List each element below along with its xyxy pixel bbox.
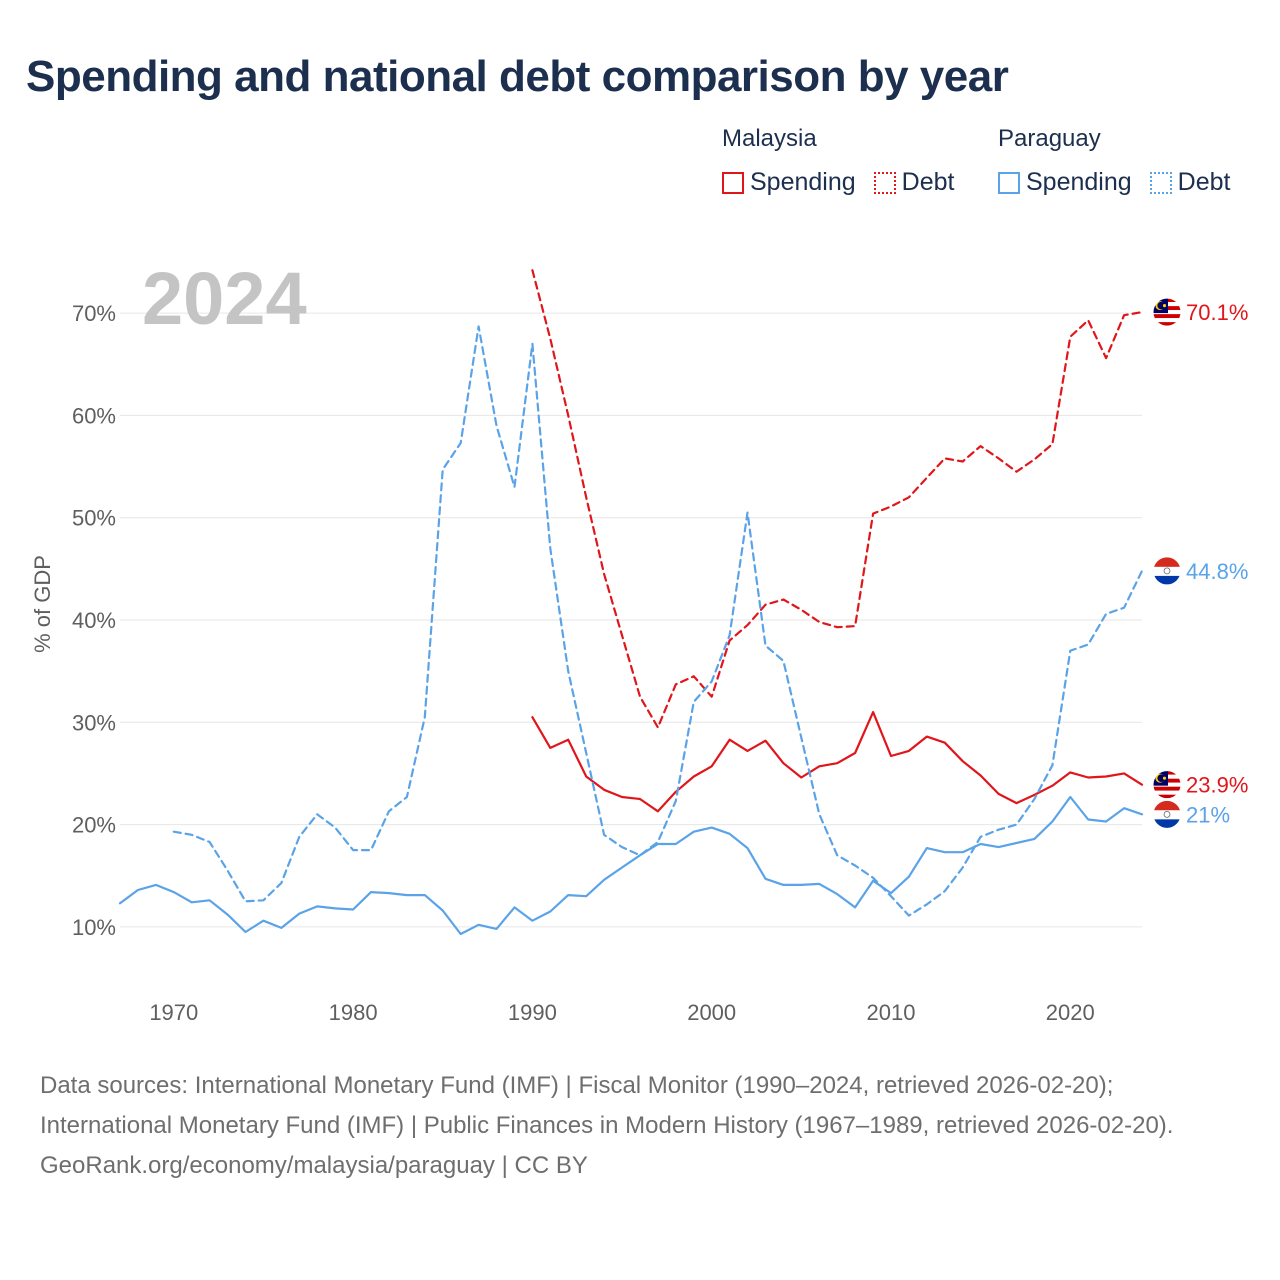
data-sources: Data sources: International Monetary Fun…	[40, 1072, 1174, 1139]
x-tick-label: 2000	[687, 1000, 736, 1025]
x-tick-label: 1990	[508, 1000, 557, 1025]
malaysia-flag-icon	[1153, 298, 1181, 327]
x-tick-label: 2010	[867, 1000, 916, 1025]
end-value-label: 23.9%	[1186, 773, 1248, 798]
legend-swatch-malaysia-debt	[873, 171, 896, 194]
legend-swatch-paraguay-spending	[998, 171, 1020, 194]
paraguay-flag-icon	[1153, 800, 1181, 829]
year-watermark: 2024	[142, 257, 307, 340]
legend-country-paraguay: Paraguay	[998, 125, 1101, 152]
legend-malaysia: Malaysia Spending Debt	[722, 124, 972, 197]
y-tick-label: 60%	[72, 403, 116, 428]
chart-title: Spending and national debt comparison by…	[26, 52, 1009, 101]
series-line-paraguay-debt[interactable]	[172, 325, 1144, 917]
legend-country-malaysia: Malaysia	[722, 125, 817, 152]
legend-paraguay-spending[interactable]: Spending	[998, 168, 1132, 197]
legend-malaysia-debt[interactable]: Debt	[873, 168, 955, 197]
legend-label-paraguay-debt: Debt	[1177, 168, 1231, 196]
x-tick-label: 2020	[1046, 1000, 1095, 1025]
end-value-label: 70.1%	[1186, 300, 1248, 325]
y-tick-label: 40%	[72, 608, 116, 633]
series-line-malaysia-spending[interactable]	[531, 710, 1144, 813]
end-marker-paraguay-spending: 21%	[1152, 799, 1230, 829]
axis-layer: 10% 20% 30% 40% 50% 60% 70% 1970 1980 1990 2000 201…	[72, 301, 1095, 1025]
malaysia-flag-icon	[1153, 770, 1181, 799]
end-value-label: 21%	[1186, 802, 1230, 827]
footer: Data sources: International Monetary Fun…	[40, 1066, 1240, 1186]
marker-layer: 70.1% 23.9% 44.8% 21%	[1152, 297, 1248, 829]
legend-label-malaysia-debt: Debt	[901, 168, 955, 196]
y-tick-label: 50%	[72, 506, 116, 531]
y-axis-title: % of GDP	[30, 555, 55, 653]
legend-paraguay-debt[interactable]: Debt	[1149, 168, 1231, 197]
legend-swatch-malaysia-spending	[722, 171, 744, 194]
x-tick-label: 1980	[329, 1000, 378, 1025]
series-line-malaysia-debt[interactable]	[531, 269, 1144, 729]
legend-malaysia-spending[interactable]: Spending	[722, 168, 856, 197]
paraguay-flag-icon	[1153, 556, 1181, 585]
legend-paraguay: Paraguay Spending Debt	[998, 124, 1230, 197]
y-tick-label: 10%	[72, 915, 116, 940]
legend-swatch-paraguay-debt	[1149, 171, 1172, 194]
end-marker-malaysia-debt: 70.1%	[1152, 297, 1248, 327]
end-value-label: 44.8%	[1186, 559, 1248, 584]
x-tick-label: 1970	[149, 1000, 198, 1025]
end-marker-malaysia-spending: 23.9%	[1152, 770, 1248, 800]
legend-label-malaysia-spending: Spending	[750, 168, 856, 196]
series-line-paraguay-spending[interactable]	[118, 795, 1144, 936]
legend-label-paraguay-spending: Spending	[1026, 168, 1132, 196]
credit-link[interactable]: GeoRank.org/economy/malaysia/paraguay | …	[40, 1152, 588, 1179]
line-chart: 10% 20% 30% 40% 50% 60% 70% 1970 1980 1990 2000 201…	[30, 257, 1248, 1025]
y-tick-label: 70%	[72, 301, 116, 326]
end-marker-paraguay-debt: 44.8%	[1152, 556, 1248, 586]
series-layer	[118, 269, 1144, 936]
y-tick-label: 20%	[72, 813, 116, 838]
grid-layer	[120, 312, 1142, 928]
y-tick-label: 30%	[72, 710, 116, 735]
